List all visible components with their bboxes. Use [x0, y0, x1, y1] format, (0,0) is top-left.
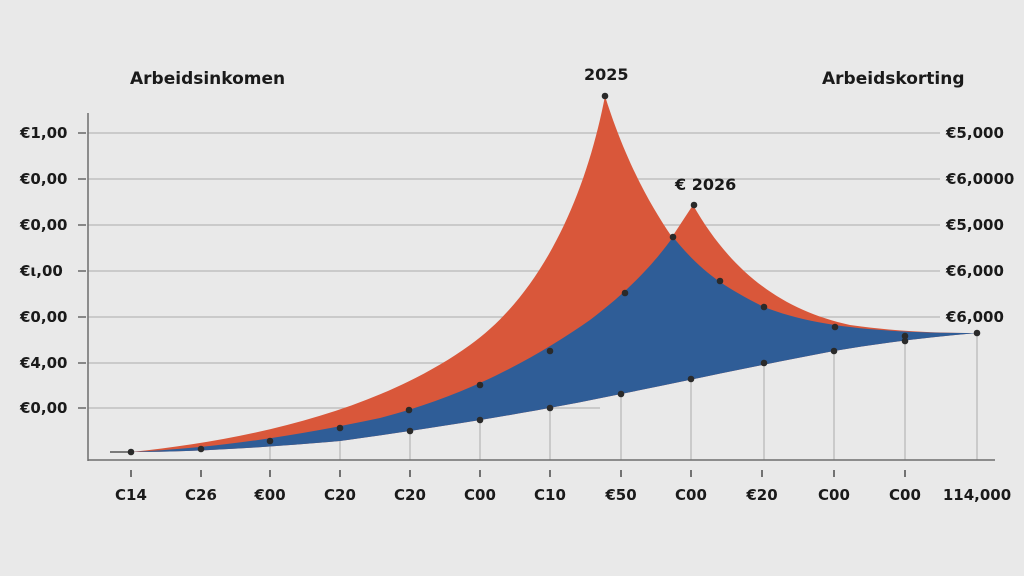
x-tick: €00: [254, 486, 286, 504]
right-y-tick: €6,000: [946, 262, 1004, 280]
annotation-2026: € 2026: [675, 175, 737, 194]
x-tick: C20: [324, 486, 356, 504]
drop-lines: [269, 333, 978, 460]
left-y-tick: €1,00: [20, 124, 68, 142]
x-tick: C20: [394, 486, 426, 504]
right-axis-title: Arbeidskorting: [822, 69, 965, 89]
left-y-tick: €0,00: [20, 399, 68, 417]
left-axis-title: Arbeidsinkomen: [130, 69, 286, 89]
data-markers: [127, 92, 981, 456]
left-y-tick: €0,00: [20, 216, 68, 234]
right-y-tick: €5,000: [946, 124, 1004, 142]
right-y-tick: €6,0000: [946, 170, 1015, 188]
annotation-2025: 2025: [584, 65, 629, 84]
x-tick: €50: [605, 486, 637, 504]
x-tick-marks: [130, 470, 906, 477]
x-tick: C14: [115, 486, 147, 504]
left-y-tick: €4,00: [20, 354, 68, 372]
x-tick: 114,000: [942, 486, 1012, 504]
x-tick: C10: [534, 486, 566, 504]
series-2026-area: [131, 237, 977, 452]
left-y-tick: €0,00: [20, 170, 68, 188]
x-tick: C00: [889, 486, 921, 504]
x-tick: C00: [675, 486, 707, 504]
x-tick: C00: [464, 486, 496, 504]
right-y-tick: €5,000: [946, 216, 1004, 234]
x-tick: C26: [185, 486, 217, 504]
left-tick-marks: [78, 132, 86, 409]
x-tick: €20: [746, 486, 778, 504]
left-y-tick: €ι,00: [20, 262, 63, 280]
right-y-tick: €6,000: [946, 308, 1004, 326]
x-tick: C00: [818, 486, 850, 504]
left-y-tick: €0,00: [20, 308, 68, 326]
